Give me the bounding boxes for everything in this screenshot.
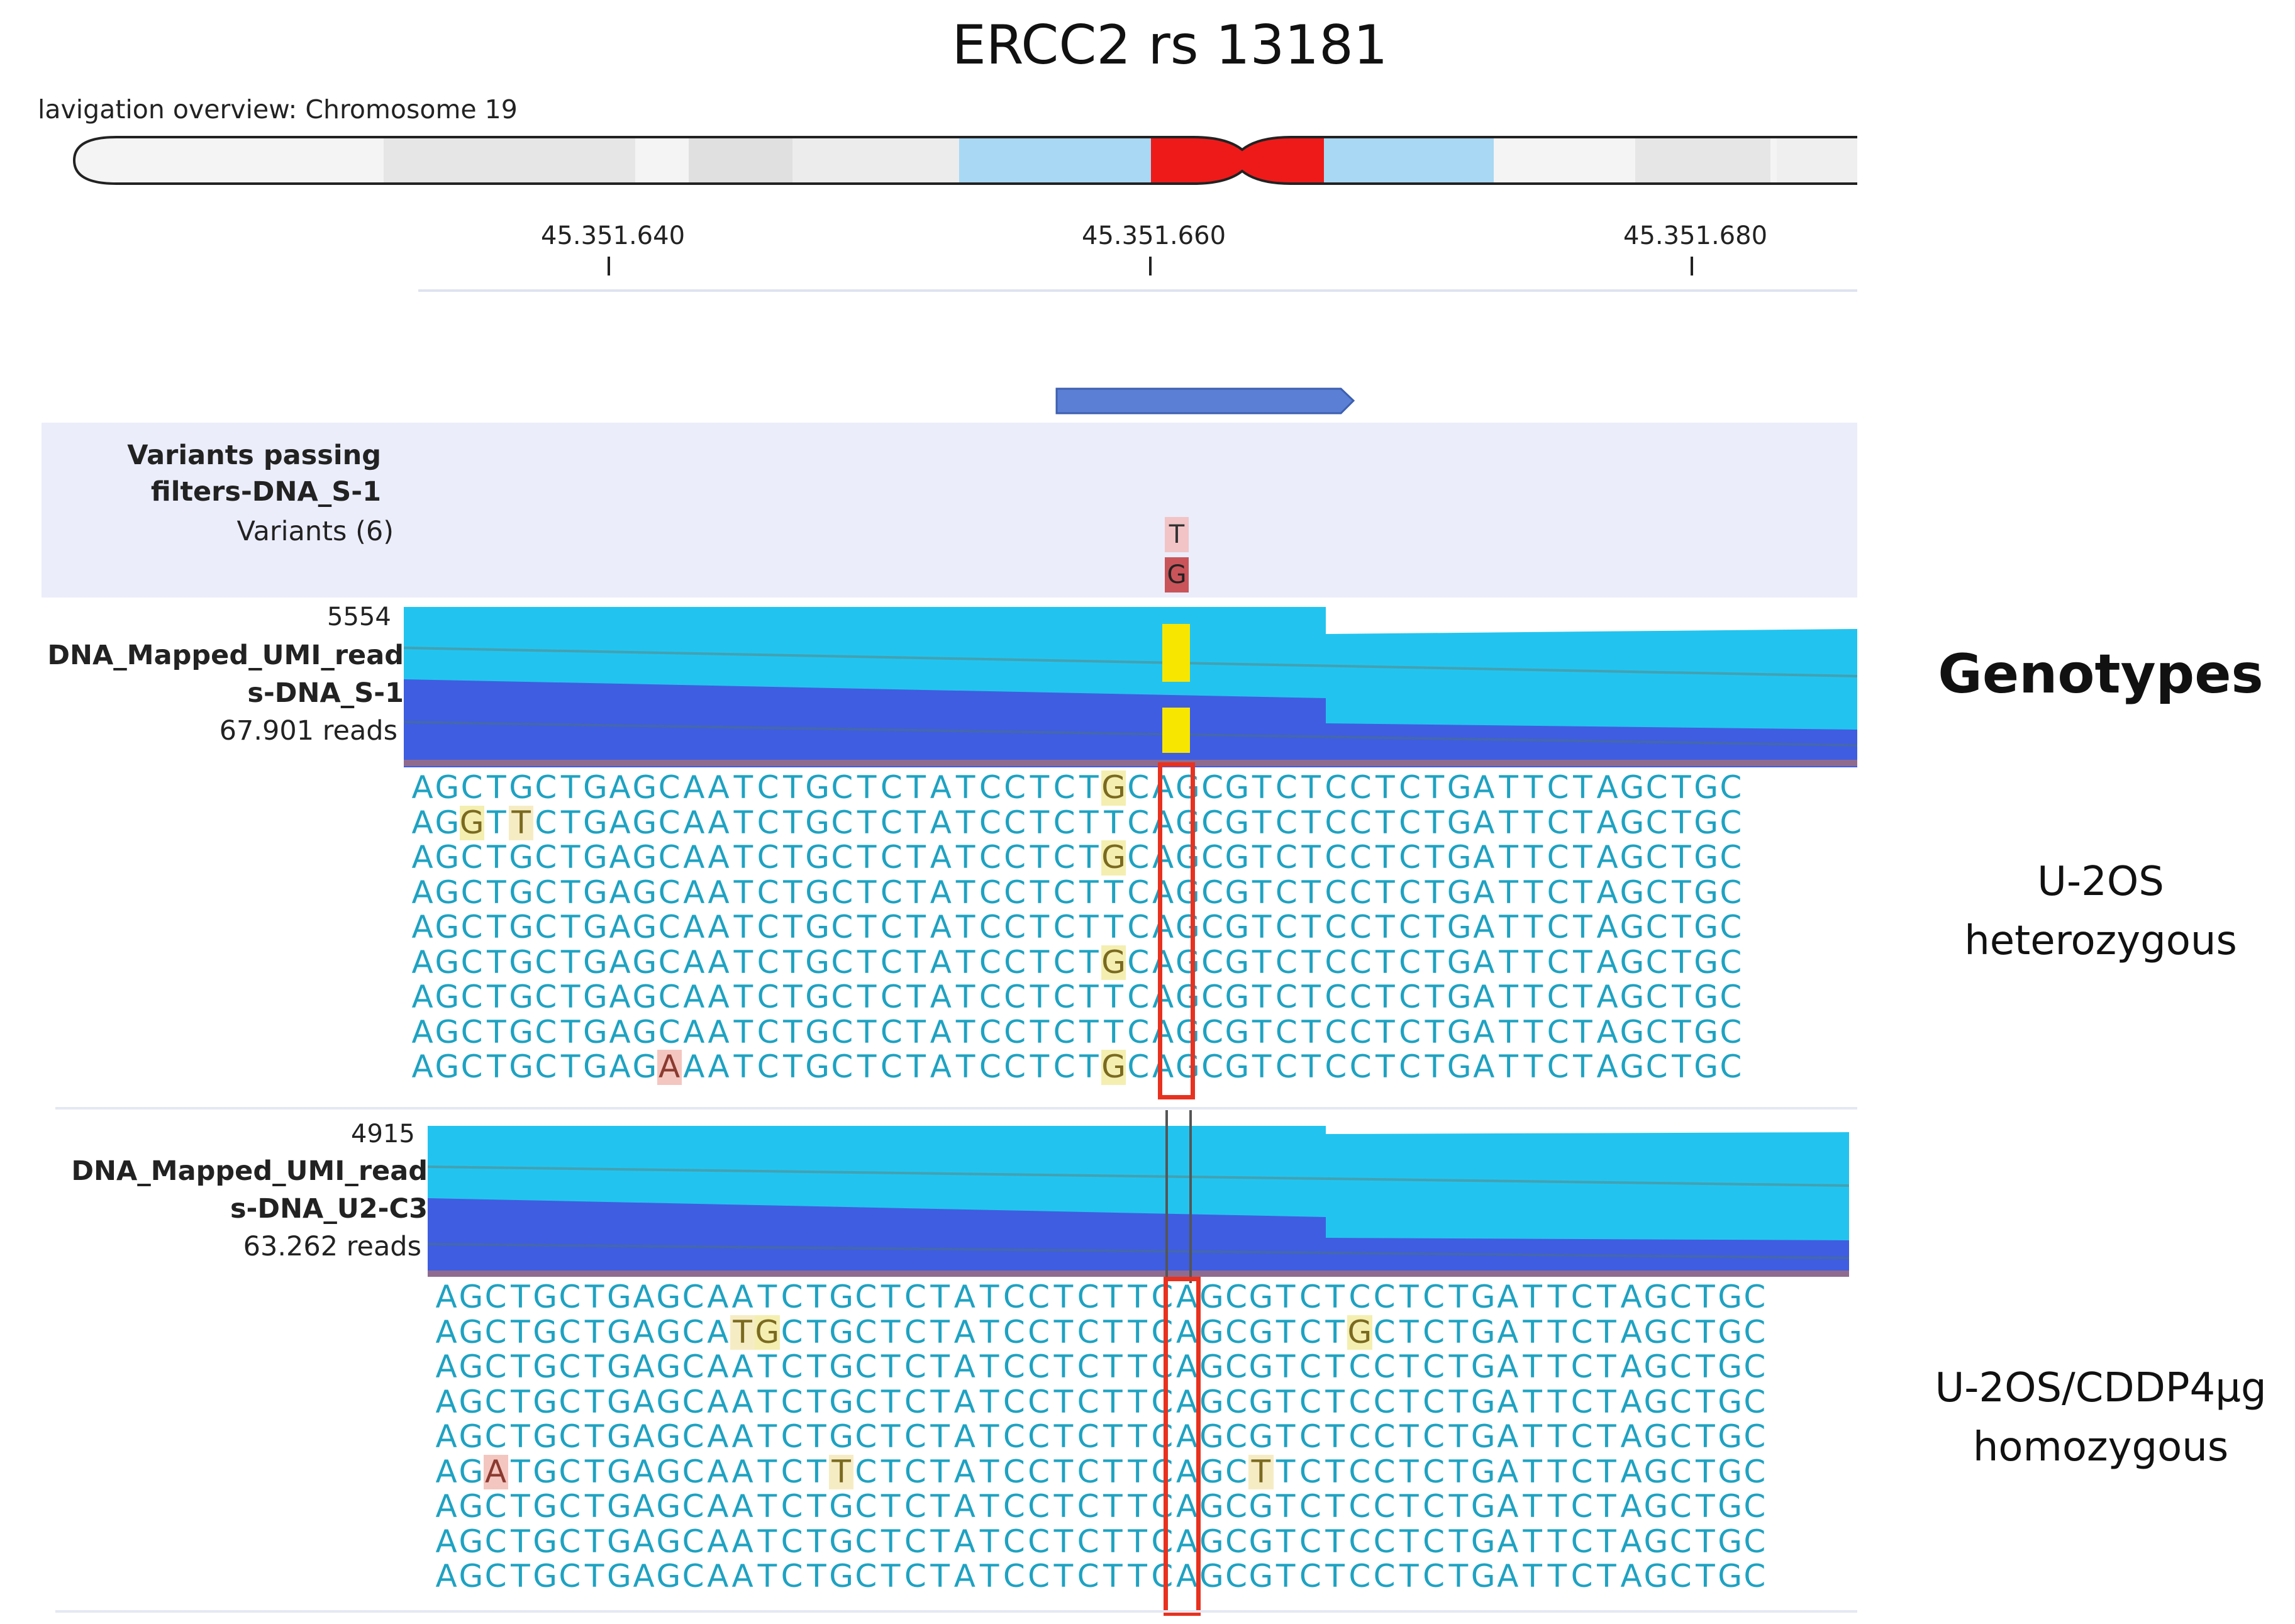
ruler-tick-label: 45.351.640: [541, 221, 686, 250]
track-1-read-count: 67.901 reads: [219, 715, 397, 747]
track-divider: [55, 1610, 1857, 1613]
read-row[interactable]: AGC TGC TGAGCA TGC TGC T C T A T CC T C T T CAGCGT C TGC T…: [435, 1313, 1766, 1350]
read-row[interactable]: AGC TGC TGAGCA A T C TGC T C T A T CC T C T T CAGCGT C T CC T…: [411, 1013, 1742, 1050]
track-2-read-count: 63.262 reads: [243, 1231, 421, 1262]
genotype-label-line: heterozygous: [1964, 918, 2237, 964]
genotype-label-2: U-2OS/CDDP4µg homozygous: [1906, 1359, 2295, 1477]
track-2-name-line: s-DNA_U2-C3: [230, 1193, 428, 1225]
variant-track[interactable]: [42, 423, 1857, 598]
variant-track-name-line: Variants passing: [127, 440, 381, 471]
read-row[interactable]: AGC TGC TGAGCA A T C TGC T C T A T CC T C T T CAGCGT C T CC T…: [435, 1523, 1766, 1560]
read-row[interactable]: AGC TGC TGAGCA A T C TGC T C T A T CC T C T T CAGCGT C T CC T…: [411, 909, 1742, 945]
genotypes-heading: Genotypes: [1938, 643, 2264, 706]
read-row[interactable]: AGC TGC TGAGCA A T C TGC T C T A T CC T C T T CAGCGT C T CC T…: [435, 1349, 1766, 1385]
read-row[interactable]: AGGT T C TGAGCA A T C TGC T C T A T CC T C T T CAGCGT C T CC T…: [411, 804, 1742, 841]
read-row[interactable]: AGC TGC TGAGCA A T C TGC T C T A T CC T C TGCAGCGT C T CC T…: [411, 839, 1742, 876]
ruler-tick-label: 45.351.660: [1082, 221, 1226, 250]
genotype-label-line: U-2OS: [2037, 859, 2164, 905]
snp-highlight-box-1: [1158, 762, 1195, 1099]
read-row[interactable]: AGC TGC TGAGCA A T C TGC T C T A T CC T C T T CAGCGT C T CC T…: [411, 979, 1742, 1015]
variant-track-name-line: filters-DNA_S-1: [150, 476, 381, 508]
variant-allele-t[interactable]: T: [1165, 517, 1189, 552]
read-row[interactable]: AGC TGC TGAGCA A T C TGC T C T A T CC T C T T CAGCGT C T CC T…: [435, 1418, 1766, 1455]
variant-count: Variants (6): [236, 516, 394, 547]
read-row[interactable]: AGC TGC TGAGA A A T C TGC T C T A T CC T C TGCAGCGT C T CC T…: [411, 1048, 1742, 1085]
read-alignment-1[interactable]: AGC TGC TGAGCA A T C TGC T C T A T CC T C TGCAGCGT C T CC T…: [410, 770, 1857, 1091]
variant-allele-g[interactable]: G: [1165, 557, 1189, 592]
track-divider: [55, 1107, 1857, 1110]
read-row[interactable]: AGC TGC TGAGCA A T C TGC T C T A T CC T C T T CAGCGT C T CC T…: [435, 1558, 1766, 1594]
read-alignment-2[interactable]: AGC TGC TGAGCA A T C TGC T C T A T CC T C T T CAGCGT C T CC T…: [434, 1280, 1849, 1602]
track-1-name-line: s-DNA_S-1: [247, 677, 404, 709]
variant-track-name: Variants passing filters-DNA_S-1: [42, 437, 381, 510]
genotype-label-1: U-2OS heterozygous: [1931, 852, 2270, 971]
read-row[interactable]: AGC TGC TGAGCA A T C TGC T C T A T CC T C TGCAGCGT C T CC T…: [411, 943, 1742, 981]
read-row[interactable]: AGC TGC TGAGCA A T C TGC T C T A T CC T C T T CAGCGT C T CC T…: [411, 874, 1742, 911]
track-1-name-line: DNA_Mapped_UMI_read: [47, 640, 404, 671]
snp-highlight-box-2: [1164, 1277, 1201, 1616]
page-title: ERCC2 rs 13181: [952, 14, 1388, 77]
gene-annotation-arrow: [1055, 387, 1355, 414]
genotype-label-line: U-2OS/CDDP4µg: [1935, 1365, 2267, 1411]
read-row[interactable]: AGC TGC TGAGCA A T C TGC T C T A T CC T C T T CAGCGT C T CC T…: [435, 1383, 1766, 1420]
read-row[interactable]: AGC TGC TGAGCA A T C TGC T C T A T CC T C T T CAGCGT C T CC T…: [435, 1488, 1766, 1525]
genotype-label-line: homozygous: [1972, 1424, 2229, 1471]
read-row[interactable]: AGC TGC TGAGCA A T C TGC T C T A T CC T C TGCAGCGT C T CC T…: [411, 770, 1742, 806]
read-row[interactable]: AGA TGC TGAGCA A T C T T C T C T A T CC T C T T CAGC T T C T CC T…: [435, 1453, 1766, 1490]
track-2-name-line: DNA_Mapped_UMI_read: [71, 1155, 428, 1187]
navigation-overview-label: lavigation overview: Chromosome 19: [38, 94, 518, 125]
track-2-name: DNA_Mapped_UMI_read s-DNA_U2-C3: [50, 1152, 428, 1228]
read-row[interactable]: AGC TGC TGAGCA A T C TGC T C T A T CC T C T T CAGCGT C T CC T…: [435, 1280, 1766, 1315]
track-1-name: DNA_Mapped_UMI_read s-DNA_S-1: [38, 637, 404, 712]
coverage-max-1: 5554: [327, 603, 391, 631]
coverage-max-2: 4915: [351, 1120, 415, 1148]
ruler-tick-label: 45.351.680: [1623, 221, 1768, 250]
